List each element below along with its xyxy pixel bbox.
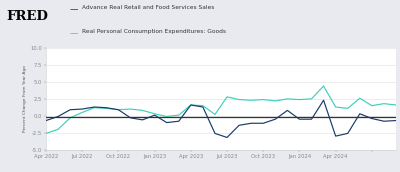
Y-axis label: Percent Change From Year Ago: Percent Change From Year Ago — [23, 66, 27, 132]
Text: Advance Real Retail and Food Services Sales: Advance Real Retail and Food Services Sa… — [82, 5, 214, 10]
Text: FRED: FRED — [6, 10, 48, 23]
Text: Real Personal Consumption Expenditures: Goods: Real Personal Consumption Expenditures: … — [82, 29, 226, 34]
Text: —: — — [70, 29, 78, 38]
Text: —: — — [70, 5, 78, 14]
